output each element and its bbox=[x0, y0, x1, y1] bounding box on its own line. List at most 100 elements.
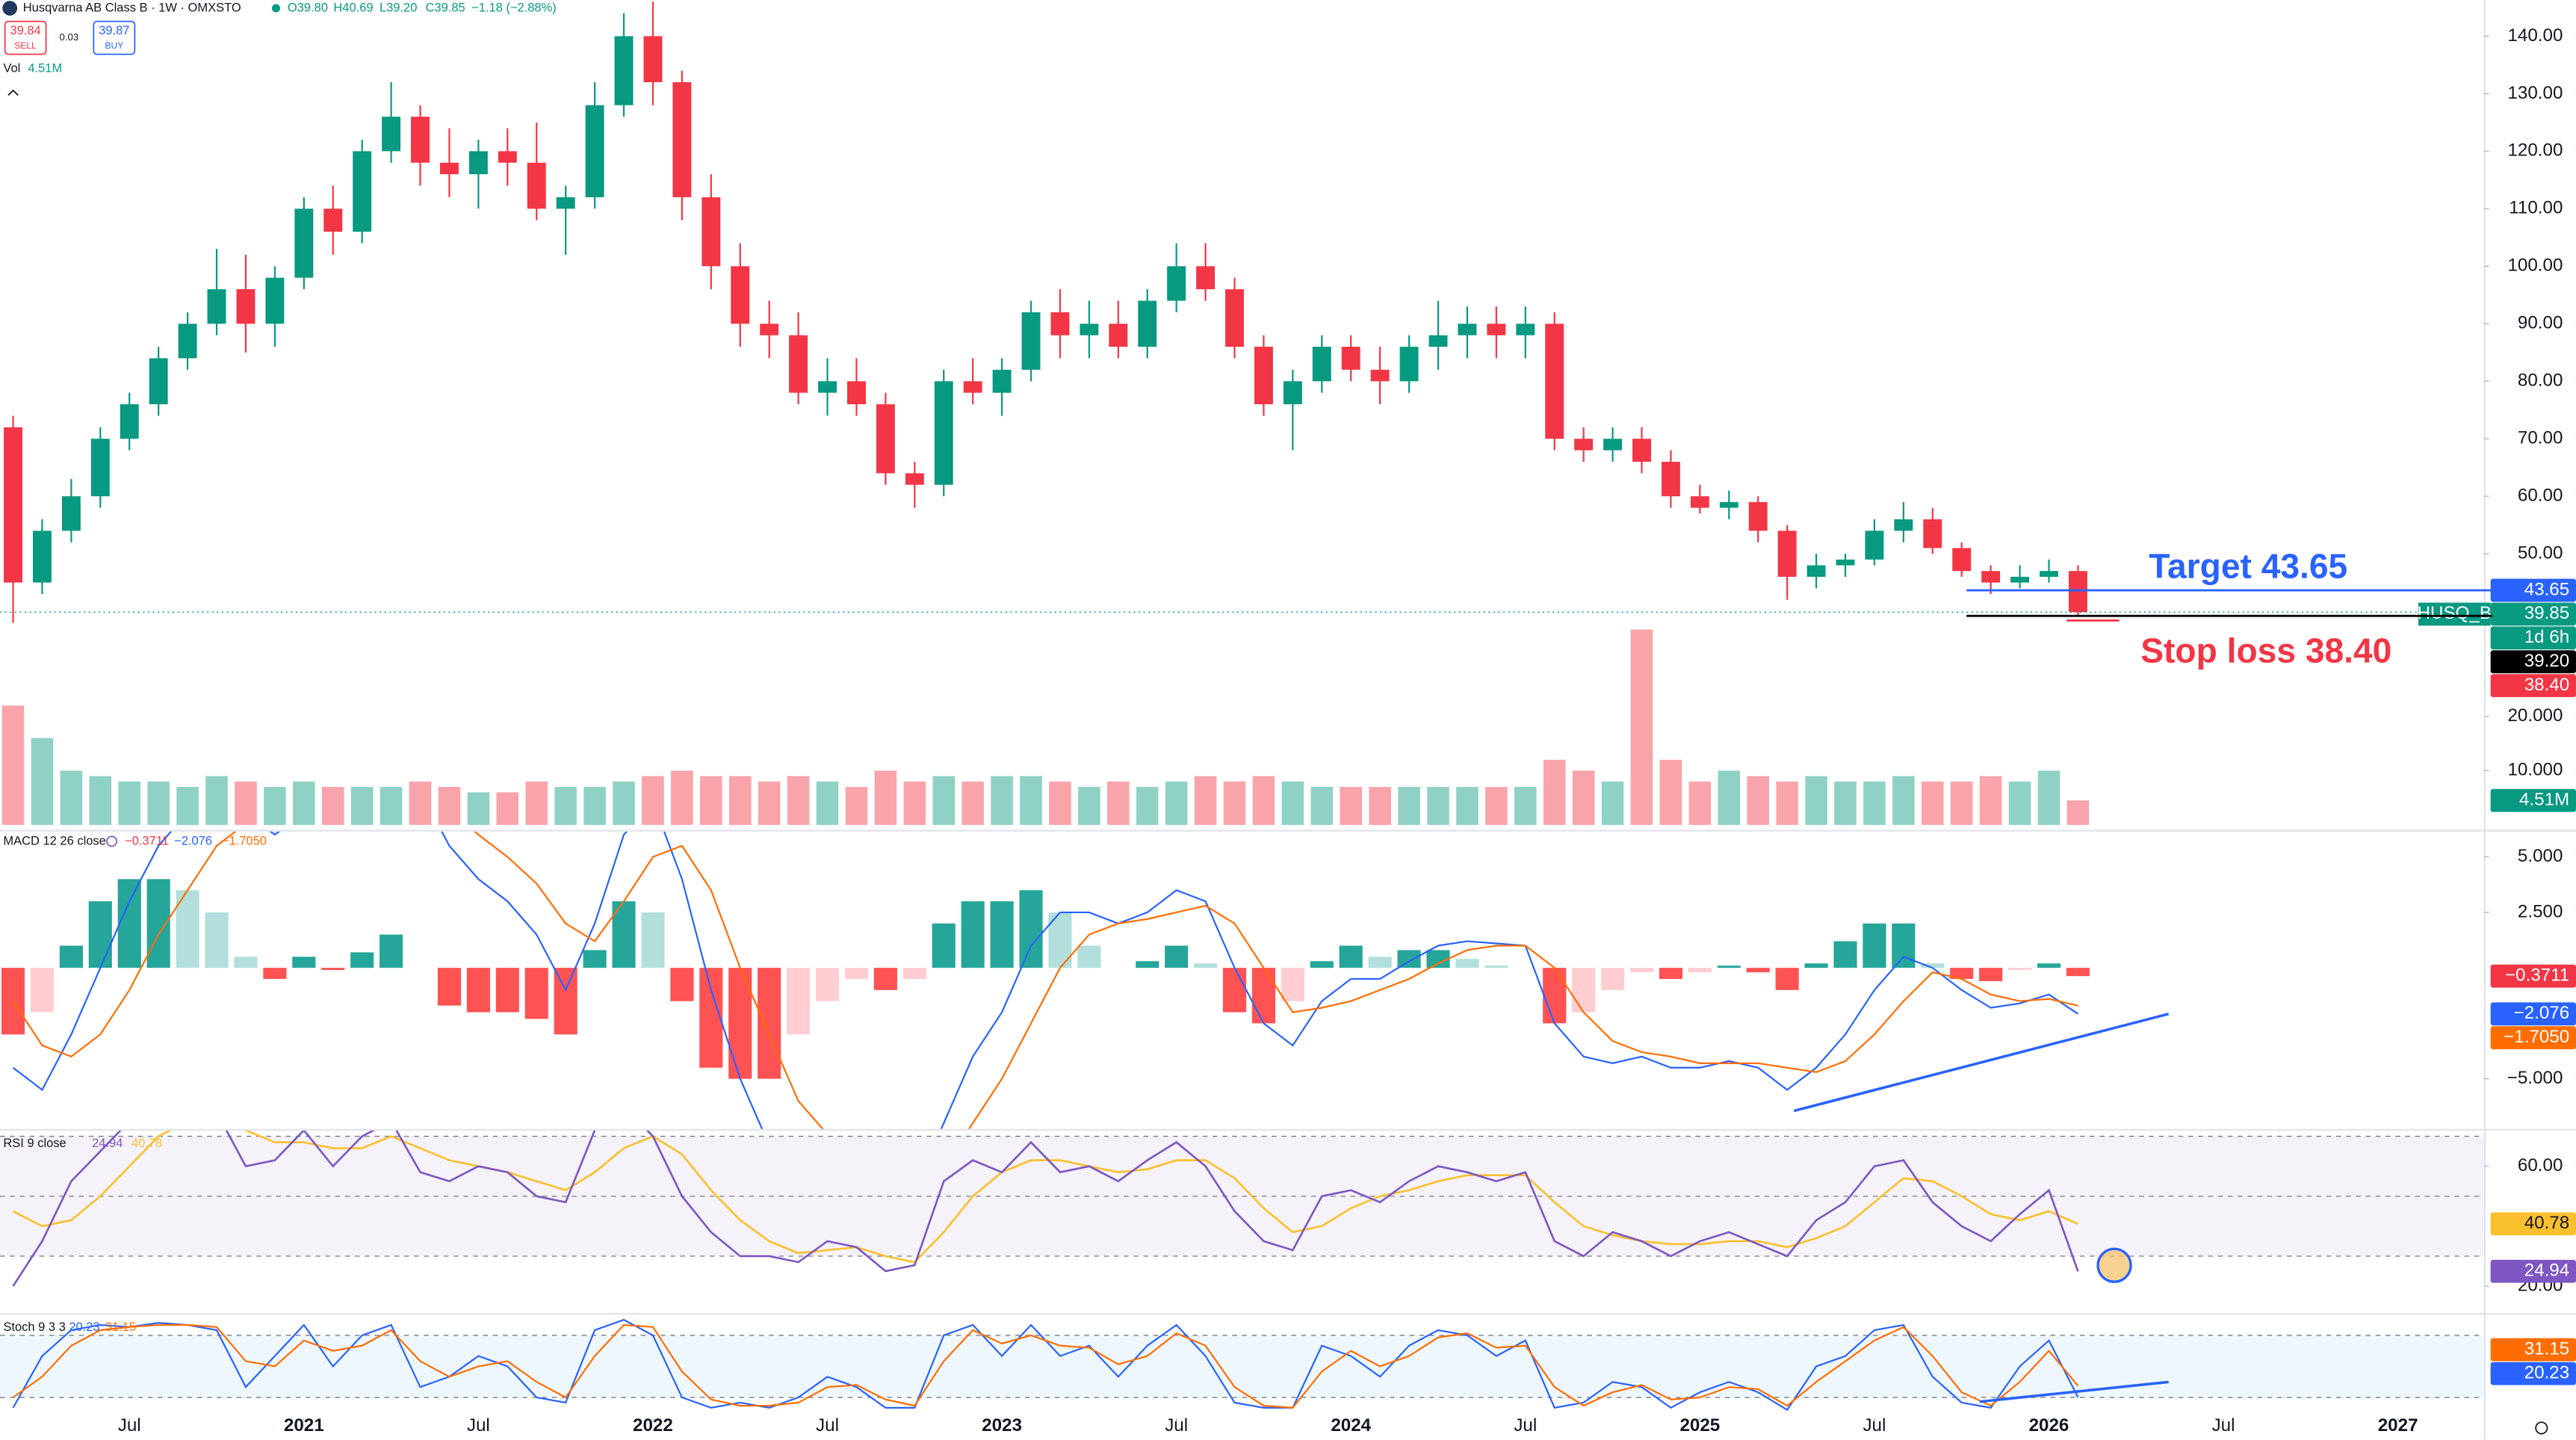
candle-body bbox=[1370, 369, 1390, 382]
volume-bar bbox=[1340, 787, 1363, 825]
volume-bar bbox=[147, 781, 170, 825]
macd-histogram-bar bbox=[1659, 968, 1682, 980]
macd-title[interactable]: MACD 12 26 close bbox=[3, 834, 105, 847]
macd-histogram-bar bbox=[1833, 941, 1857, 968]
volume-bar bbox=[1369, 787, 1391, 825]
macd-histogram-bar bbox=[1281, 968, 1304, 1001]
candle-body bbox=[1603, 439, 1623, 451]
volume-last-label-box bbox=[2490, 788, 2576, 812]
sell-label[interactable]: SELL bbox=[14, 40, 37, 51]
candle-body bbox=[382, 117, 401, 152]
volume-bar bbox=[31, 738, 54, 825]
y-tick-label: −5.000 bbox=[2507, 1068, 2563, 1088]
symbol-title[interactable]: Husqvarna AB Class B · 1W · OMXSTO bbox=[23, 1, 241, 14]
x-tick-label: 2027 bbox=[2378, 1415, 2418, 1436]
volume-bar bbox=[1572, 770, 1595, 825]
indicator-icon[interactable] bbox=[106, 835, 118, 847]
sell-button[interactable] bbox=[4, 20, 47, 55]
macd-histogram-bar bbox=[1310, 961, 1334, 968]
rsi-last-box bbox=[2490, 1212, 2576, 1236]
candle-body bbox=[1545, 324, 1564, 439]
volume-bar bbox=[60, 770, 83, 825]
candle-body bbox=[236, 289, 256, 324]
sell-price[interactable]: 39.84 bbox=[10, 24, 40, 37]
y-tick-label: 50.00 bbox=[2518, 543, 2563, 563]
volume-bar bbox=[932, 776, 956, 825]
macd-line-last-box bbox=[2490, 1002, 2576, 1026]
y-tick-label: 110.00 bbox=[2509, 198, 2563, 218]
candle-body bbox=[1254, 347, 1273, 404]
collapse-button[interactable] bbox=[7, 89, 19, 96]
stoch-d-value: 31.15 bbox=[105, 1320, 136, 1334]
rsi-title[interactable]: RSI 9 close bbox=[3, 1137, 66, 1150]
macd-histogram-bar bbox=[1629, 968, 1654, 973]
volume-bar bbox=[1979, 776, 2002, 825]
volume-value: 4.51M bbox=[28, 62, 62, 75]
volume-bar bbox=[1194, 776, 1217, 825]
x-tick-label: 2023 bbox=[982, 1415, 1022, 1436]
macd-histogram-bar bbox=[2037, 963, 2061, 968]
stoch-title[interactable]: Stoch 9 3 3 bbox=[3, 1320, 65, 1334]
level-annotation: Target 43.65 bbox=[2149, 547, 2347, 586]
indicator-line bbox=[12, 831, 2078, 1129]
last-price-label-box bbox=[2490, 602, 2576, 626]
last-price-label: 39.85 bbox=[2524, 603, 2570, 623]
buy-button[interactable] bbox=[93, 20, 136, 55]
candle-body bbox=[32, 531, 52, 583]
candle-body bbox=[4, 427, 22, 583]
macd-histogram-bar bbox=[205, 912, 229, 968]
macd-histogram-bar bbox=[1717, 965, 1741, 968]
x-tick-label: Jul bbox=[816, 1415, 839, 1436]
volume-bar bbox=[205, 776, 228, 825]
x-tick-label: Jul bbox=[2212, 1415, 2235, 1436]
candle-body bbox=[1894, 519, 1913, 531]
macd-histogram-bar bbox=[1979, 968, 2003, 981]
candle-body bbox=[1021, 312, 1041, 370]
settings-button[interactable] bbox=[2535, 1421, 2548, 1435]
buy-label[interactable]: BUY bbox=[105, 40, 123, 51]
candle-body bbox=[1225, 289, 1244, 347]
macd-histogram-bar bbox=[1251, 968, 1276, 1024]
volume-bar bbox=[1165, 781, 1188, 825]
volume-bar bbox=[554, 787, 577, 825]
candle-body bbox=[207, 289, 226, 324]
macd-histogram-bar bbox=[554, 968, 578, 1035]
candle-body bbox=[934, 381, 953, 485]
x-tick-label: 2021 bbox=[284, 1415, 324, 1436]
volume-last-label: 4.51M bbox=[2519, 790, 2569, 810]
macd-histogram-bar bbox=[1746, 968, 1770, 973]
quote-low: L39.20 bbox=[380, 1, 417, 14]
volume-bar bbox=[613, 781, 635, 825]
volume-bar bbox=[2037, 770, 2061, 825]
macd-line-last: −2.076 bbox=[2514, 1003, 2570, 1023]
macd-histogram-bar bbox=[2066, 968, 2090, 977]
macd-histogram-bar bbox=[321, 968, 345, 971]
stoch-last: 31.15 bbox=[2524, 1339, 2570, 1359]
candle-body bbox=[1952, 548, 1972, 572]
volume-bar bbox=[1921, 781, 1944, 825]
candle-body bbox=[1719, 501, 1739, 508]
macd-histogram-bar bbox=[234, 957, 258, 968]
volume-bar bbox=[583, 787, 606, 825]
volume-bar bbox=[1136, 787, 1159, 825]
macd-histogram-bar bbox=[1397, 950, 1421, 968]
level-annotation: Stop loss 38.40 bbox=[2140, 631, 2391, 670]
candle-body bbox=[265, 277, 285, 324]
macd-histogram-bar bbox=[1136, 961, 1159, 968]
volume-bar bbox=[991, 776, 1013, 825]
volume-bar bbox=[118, 781, 141, 825]
y-tick-label: 90.00 bbox=[2518, 313, 2563, 333]
volume-bar bbox=[962, 781, 984, 825]
x-tick-label: 2026 bbox=[2029, 1415, 2069, 1436]
signal-value: −1.7050 bbox=[222, 834, 267, 847]
candle-body bbox=[411, 117, 430, 163]
buy-price[interactable]: 39.87 bbox=[99, 24, 129, 37]
macd-histogram-bar bbox=[117, 879, 141, 968]
volume-bar bbox=[1310, 787, 1334, 825]
candle-body bbox=[1923, 519, 1942, 549]
macd-histogram-bar bbox=[524, 968, 548, 1019]
symbol-tag: HUSQ_B bbox=[2418, 603, 2492, 623]
stoch-k-value: 20.23 bbox=[69, 1320, 99, 1334]
volume-bar bbox=[1834, 781, 1857, 825]
